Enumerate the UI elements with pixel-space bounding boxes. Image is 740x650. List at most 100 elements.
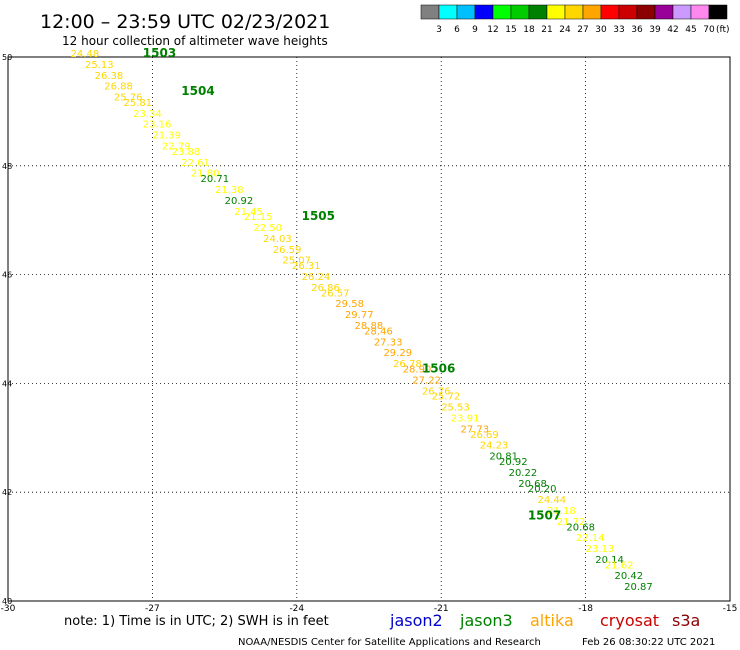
swh-value: 25.72 [432, 392, 461, 403]
swh-value: 23.13 [586, 544, 615, 555]
satellite-label: cryosat [600, 611, 659, 630]
lat-tick-label: 48 [2, 162, 12, 171]
footer-credit: NOAA/NESDIS Center for Satellite Applica… [238, 637, 541, 648]
lon-tick-label: -30 [1, 604, 16, 614]
swh-value: 23.88 [172, 147, 201, 158]
swh-value: 29.58 [335, 299, 364, 310]
swh-value: 26.31 [292, 261, 321, 272]
swh-value: 20.14 [595, 555, 624, 566]
swh-value: 26.38 [95, 71, 124, 82]
swh-value: 20.22 [509, 468, 538, 479]
map-frame [7, 56, 731, 602]
swh-value: 21.18 [547, 506, 576, 517]
satellite-label: s3a [672, 611, 700, 630]
satellite-label: altika [530, 611, 574, 630]
legend-swatch [492, 4, 512, 20]
legend-swatch [546, 4, 566, 20]
time-label: 1507 [528, 508, 561, 522]
satellite-label: jason3 [459, 611, 513, 630]
graticule [8, 57, 730, 601]
swh-value: 21.38 [215, 185, 244, 196]
swh-value: 25.76 [114, 93, 143, 104]
swh-value: 25.07 [282, 256, 311, 267]
swh-value: 26.88 [104, 82, 133, 93]
longitude-ticks: -30 -27 -24 -21 -18 -15 [1, 604, 738, 614]
note-text: note: 1) Time is in UTC; 2) SWH is in fe… [64, 614, 329, 629]
legend-tick-label: 9 [472, 25, 478, 35]
legend-tick-label: 24 [559, 25, 571, 35]
lat-tick-label: 50 [2, 53, 12, 62]
legend-tick-label: 70 [703, 25, 715, 35]
legend-tick-label: 33 [613, 25, 624, 35]
legend-tick-label: 45 [685, 25, 696, 35]
legend-tick-label: 3 [436, 25, 442, 35]
legend-swatch [600, 4, 620, 20]
swh-value: 25.53 [441, 403, 470, 414]
latitude-ticks: 50 48 46 44 42 40 [2, 53, 12, 606]
legend-tick-label: 6 [454, 25, 460, 35]
page-subtitle: 12 hour collection of altimeter wave hei… [62, 34, 328, 48]
color-legend: (ft) 3 6 9 12 15 18 21 24 27 30 33 36 39 42 45 70 [420, 4, 730, 35]
swh-value: 28.46 [364, 326, 393, 337]
swh-value: 23.16 [143, 120, 172, 131]
swh-value: 25.81 [124, 98, 153, 109]
swh-value: 21.39 [152, 131, 181, 142]
swh-value: 24.48 [71, 49, 100, 60]
legend-tick-label: 42 [667, 25, 678, 35]
time-labels: 1503 1504 1505 1506 1507 [143, 46, 561, 522]
legend-swatch [636, 4, 656, 20]
swh-value: 21.80 [191, 169, 220, 180]
swh-value: 26.69 [470, 430, 499, 441]
swh-value: 24.23 [480, 441, 509, 452]
legend-swatch [708, 4, 728, 20]
swh-value: 23.91 [451, 413, 480, 424]
footer-timestamp: Feb 26 08:30:22 UTC 2021 [582, 637, 715, 648]
swh-value: 28.88 [355, 321, 384, 332]
lat-tick-label: 42 [2, 488, 12, 497]
swh-value: 21.15 [244, 212, 273, 223]
swh-value: 26.76 [422, 386, 451, 397]
legend-tick-label: 18 [523, 25, 535, 35]
lat-tick-label: 40 [2, 597, 12, 606]
swh-value: 20.42 [614, 571, 643, 582]
lat-tick-label: 44 [2, 379, 12, 388]
swh-value: 22.14 [576, 533, 605, 544]
swh-value: 20.20 [528, 484, 557, 495]
swh-value: 20.81 [489, 452, 518, 463]
swh-value: 20.92 [225, 196, 254, 207]
swh-value: 25.13 [85, 60, 114, 71]
swh-value: 22.61 [181, 158, 210, 169]
swh-value: 27.73 [460, 424, 489, 435]
legend-swatch [618, 4, 638, 20]
legend-swatch [690, 4, 710, 20]
time-label: 1506 [422, 362, 455, 376]
legend-swatch [582, 4, 602, 20]
swh-value: 20.71 [201, 174, 230, 185]
legend-swatch [654, 4, 674, 20]
swh-value: 20.87 [624, 582, 653, 593]
lon-tick-label: -24 [289, 604, 304, 614]
legend-swatch [564, 4, 584, 20]
legend-unit: (ft) [716, 25, 730, 35]
swh-value: 20.92 [499, 457, 528, 468]
swh-points: 24.4825.1326.3826.8825.7625.8123.3423.16… [71, 49, 653, 593]
swh-value: 29.77 [345, 310, 374, 321]
swh-value: 23.34 [133, 109, 162, 120]
legend-tick-label: 27 [577, 25, 588, 35]
time-label: 1503 [143, 46, 176, 60]
swh-value: 26.59 [273, 245, 302, 256]
satellite-label: jason2 [389, 611, 443, 630]
legend-swatch [528, 4, 548, 20]
swh-value: 21.72 [557, 517, 586, 528]
legend-swatch [420, 4, 440, 20]
lon-tick-label: -21 [434, 604, 449, 614]
swh-value: 26.78 [393, 359, 422, 370]
satellite-legend: jason2 jason3 altika cryosat s3a [389, 611, 700, 630]
swh-value: 29.29 [383, 348, 412, 359]
legend-tick-label: 21 [541, 25, 552, 35]
lon-tick-label: -27 [145, 604, 160, 614]
lat-tick-label: 46 [2, 271, 12, 280]
swh-value: 27.22 [412, 375, 441, 386]
legend-tick-label: 39 [649, 25, 661, 35]
